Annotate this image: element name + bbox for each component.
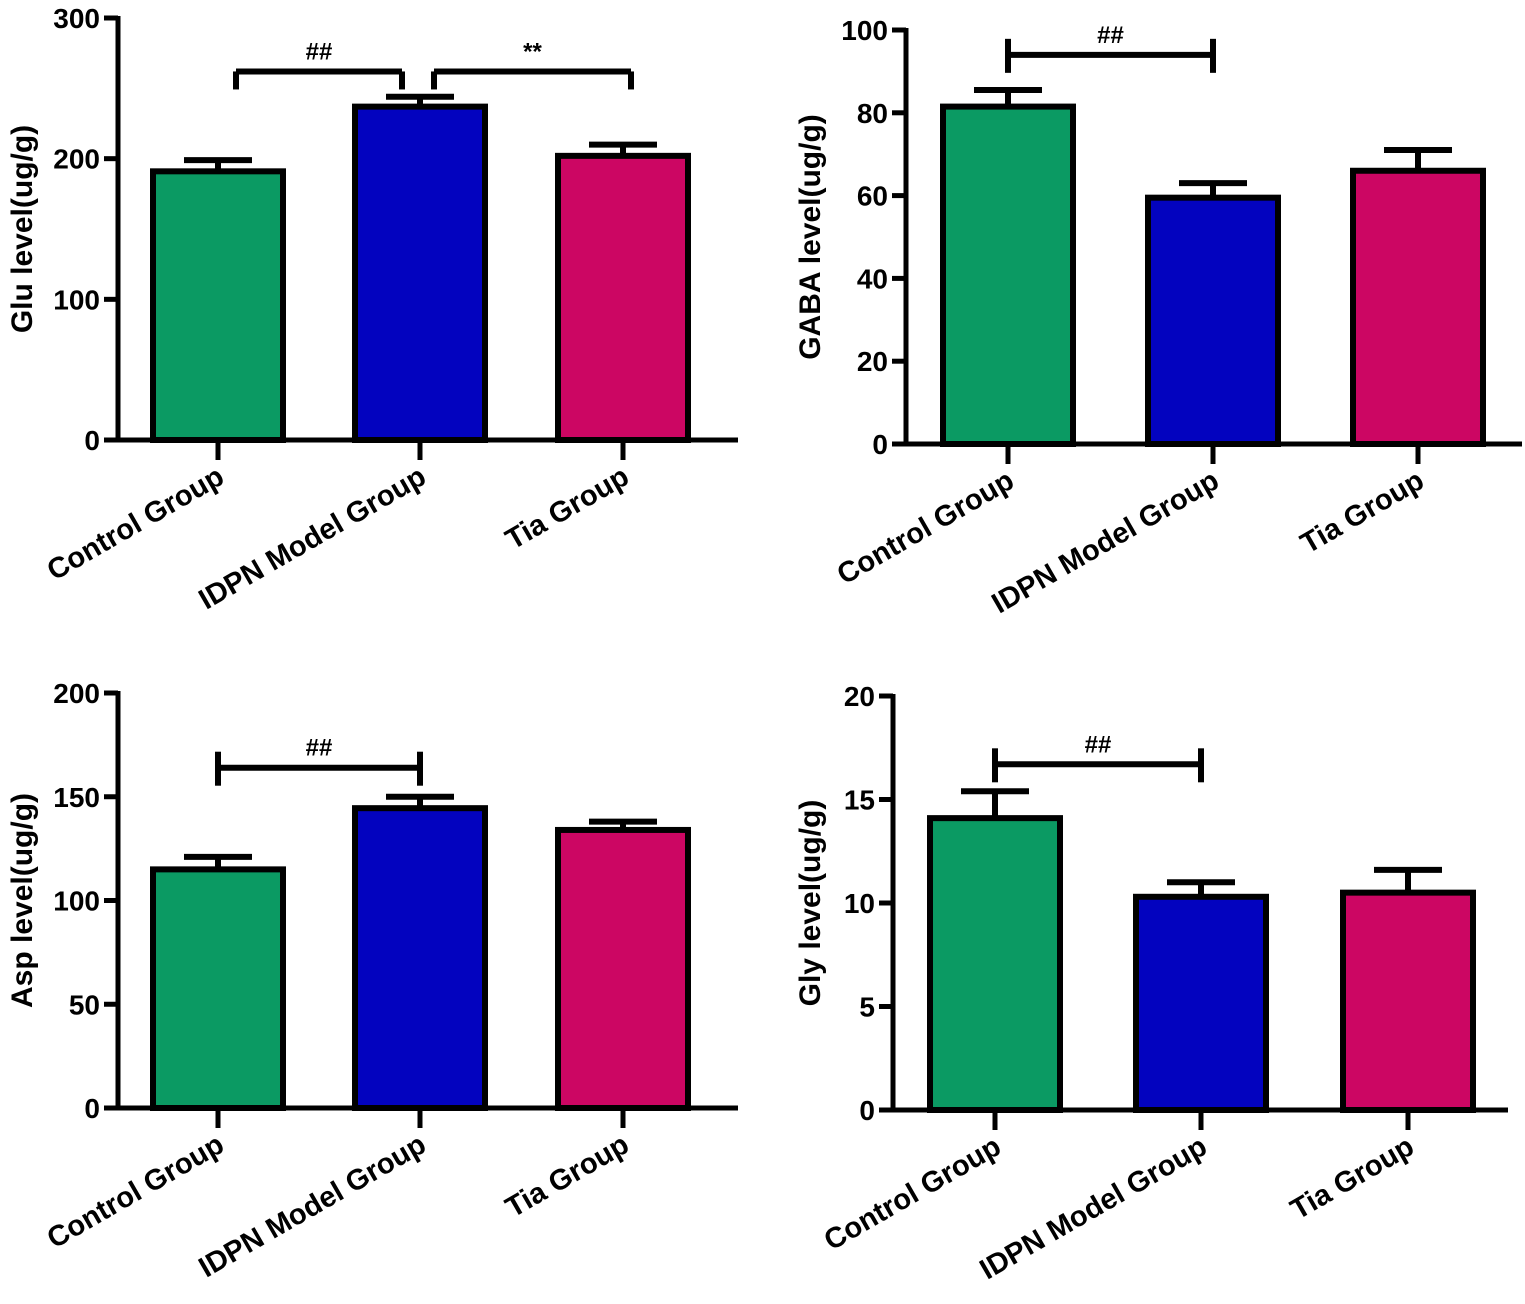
y-tick-label-gly-1: 5: [859, 992, 875, 1023]
y-tick-label-gly-3: 15: [844, 785, 875, 816]
y-tick-label-gaba-4: 80: [857, 98, 888, 129]
y-tick-label-gly-2: 10: [844, 888, 875, 919]
y-tick-label-glu-2: 200: [53, 144, 100, 175]
y-tick-label-glu-3: 300: [53, 3, 100, 34]
y-tick-label-gaba-5: 100: [841, 15, 888, 46]
bar-gly-2: [1340, 889, 1476, 1114]
bar-glu-2: [555, 152, 691, 443]
y-tick-label-glu-0: 0: [84, 425, 100, 456]
bar-gly-1: [1133, 893, 1269, 1113]
x-tick-label-asp-0: Control Group: [42, 1128, 230, 1255]
x-tick-label-gly-0: Control Group: [819, 1130, 1007, 1257]
y-tick-label-asp-4: 200: [53, 678, 100, 709]
x-tick-label-gly-2: Tia Group: [1285, 1130, 1419, 1226]
y-tick-label-asp-3: 150: [53, 782, 100, 813]
y-tick-label-asp-1: 50: [69, 989, 100, 1020]
y-tick-label-gaba-0: 0: [872, 429, 888, 460]
y-axis-title-gaba: GABA level(ug/g): [794, 114, 827, 360]
x-tick-label-asp-2: Tia Group: [500, 1128, 634, 1224]
y-tick-label-asp-2: 100: [53, 886, 100, 917]
bar-glu-0: [150, 168, 286, 443]
y-tick-label-gly-0: 0: [859, 1095, 875, 1126]
x-tick-label-gaba-0: Control Group: [832, 464, 1020, 591]
x-tick-label-asp-1: IDPN Model Group: [194, 1128, 432, 1284]
bar-gly-0: [927, 815, 1063, 1113]
x-tick-label-gaba-1: IDPN Model Group: [987, 464, 1225, 620]
x-tick-label-gly-1: IDPN Model Group: [975, 1130, 1213, 1286]
bracket-label-gaba-0: ##: [1097, 22, 1124, 49]
y-tick-label-gly-4: 20: [844, 681, 875, 712]
bar-asp-1: [352, 805, 488, 1111]
x-tick-label-glu-1: IDPN Model Group: [194, 460, 432, 616]
y-tick-label-gaba-1: 20: [857, 346, 888, 377]
bar-gaba-2: [1350, 167, 1486, 447]
x-tick-label-gaba-2: Tia Group: [1295, 464, 1429, 560]
y-tick-label-glu-1: 100: [53, 284, 100, 315]
x-tick-label-glu-0: Control Group: [42, 460, 230, 587]
bracket-label-glu-0: ##: [306, 38, 333, 65]
bar-gaba-1: [1145, 194, 1281, 447]
bar-asp-0: [150, 866, 286, 1111]
y-tick-label-gaba-2: 40: [857, 263, 888, 294]
y-tick-label-asp-0: 0: [84, 1093, 100, 1124]
bracket-label-asp-0: ##: [306, 735, 333, 762]
bar-asp-2: [555, 826, 691, 1111]
y-axis-title-asp: Asp level(ug/g): [6, 793, 39, 1008]
y-axis-title-glu: Glu level(ug/g): [6, 125, 39, 333]
x-tick-label-glu-2: Tia Group: [500, 460, 634, 556]
y-axis-title-gly: Gly level(ug/g): [794, 800, 827, 1007]
y-tick-label-gaba-3: 60: [857, 181, 888, 212]
bracket-label-glu-1: **: [523, 38, 542, 65]
bar-glu-1: [352, 103, 488, 444]
bar-gaba-0: [940, 103, 1076, 447]
bracket-label-gly-0: ##: [1085, 731, 1112, 758]
